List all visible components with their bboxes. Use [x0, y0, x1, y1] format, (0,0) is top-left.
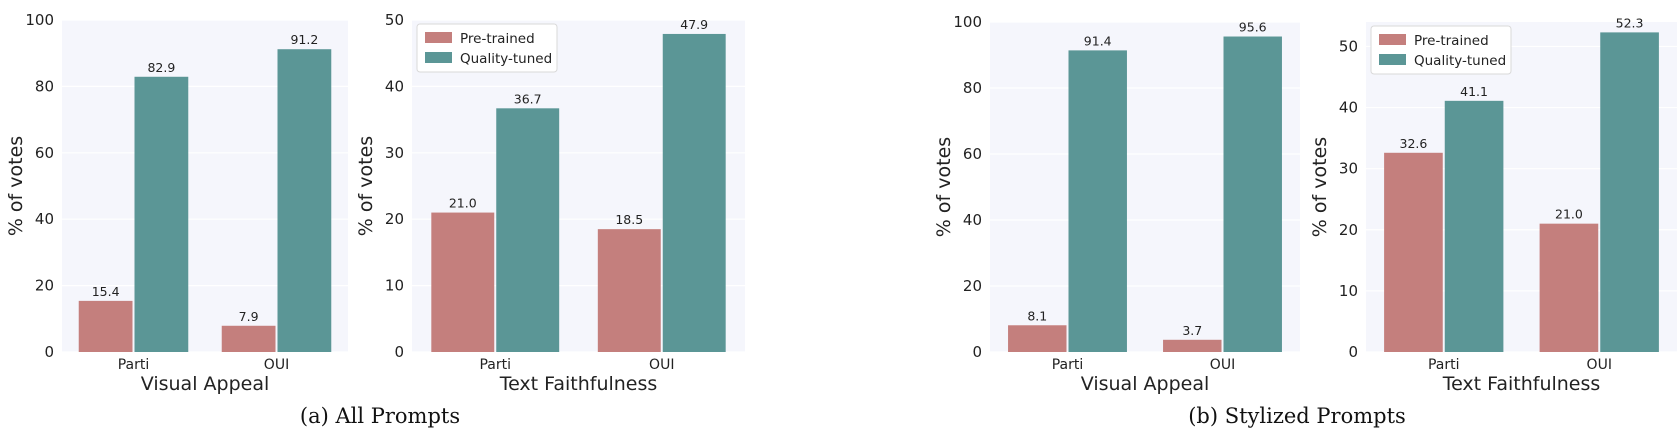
y-tick-label: 20 [963, 277, 982, 295]
bar-value-label: 8.1 [1027, 308, 1047, 323]
legend-swatch [1379, 34, 1406, 45]
y-tick-label: 100 [953, 13, 982, 31]
legend-label: Quality-tuned [1414, 53, 1506, 69]
x-tick-label: Parti [1428, 357, 1460, 373]
x-tick-label: Parti [118, 357, 150, 373]
y-tick-label: 40 [1339, 99, 1358, 117]
x-tick-label: OUI [1210, 357, 1235, 373]
bar-quality-tuned-oui [1600, 32, 1659, 353]
y-tick-label: 40 [963, 211, 982, 229]
bar-value-label: 32.6 [1400, 136, 1428, 151]
y-tick-label: 20 [1339, 221, 1358, 239]
bar-pre-trained-parti [1384, 152, 1443, 352]
bar-quality-tuned-oui [662, 33, 726, 352]
bar-pre-trained-oui [1539, 223, 1599, 352]
y-tick-label: 80 [35, 77, 54, 95]
y-tick-label: 30 [1339, 160, 1358, 178]
x-tick-label: Parti [1052, 357, 1084, 373]
bar-value-label: 36.7 [514, 91, 542, 106]
chart-panel-3: 0 20 40 60 80 100 8.1 91.4 Parti 3.7 95.6 OUIVisual… [933, 13, 1300, 395]
y-tick-label: 50 [1339, 37, 1358, 55]
bar-pre-trained-parti [78, 300, 133, 352]
bar-pre-trained-parti [1008, 325, 1067, 352]
y-axis-title: % of votes [355, 136, 377, 236]
bar-value-label: 21.0 [1555, 207, 1583, 222]
x-axis-title: Text Faithfulness [1442, 373, 1601, 395]
bar-quality-tuned-parti [496, 108, 560, 352]
x-tick-label: Parti [479, 357, 511, 373]
bar-pre-trained-oui [1163, 339, 1222, 352]
bar-value-label: 91.2 [290, 32, 318, 47]
bar-value-label: 41.1 [1460, 84, 1488, 99]
bar-value-label: 21.0 [449, 196, 477, 211]
chart-panel-4: 0 10 20 30 40 50 32.6 41.1 Parti 21.0 52.3 OUIText … [1309, 15, 1677, 395]
bar-quality-tuned-parti [1068, 50, 1127, 352]
x-axis-title: Visual Appeal [1081, 373, 1210, 395]
legend-swatch [425, 52, 452, 63]
bar-value-label: 91.4 [1084, 33, 1112, 48]
y-tick-label: 10 [385, 277, 404, 295]
y-tick-label: 0 [1348, 343, 1358, 361]
bar-quality-tuned-oui [1223, 36, 1282, 353]
y-tick-label: 20 [385, 210, 404, 228]
bar-pre-trained-parti [431, 212, 495, 352]
bar-pre-trained-oui [221, 325, 276, 352]
legend-label: Pre-trained [1414, 33, 1489, 49]
y-tick-label: 60 [35, 144, 54, 162]
bar-value-label: 47.9 [680, 17, 708, 32]
bar-value-label: 95.6 [1239, 20, 1267, 35]
charts-layer: 02040608010015.482.9Parti7.991.2OUIVisua… [5, 11, 1677, 395]
chart-panel-1: 0 20 40 60 80 100 15.4 82.9 Parti 7.9 91.2 OUIVisua… [5, 11, 348, 395]
chart-panel-2: 0 10 20 30 40 50 21.0 36.7 Parti 18.5 47.9 OUIText … [355, 11, 745, 395]
y-tick-label: 20 [35, 277, 54, 295]
y-tick-label: 80 [963, 79, 982, 97]
y-tick-label: 40 [385, 77, 404, 95]
y-tick-label: 100 [25, 11, 54, 29]
caption-stylized-prompts: (b) Stylized Prompts [1188, 404, 1406, 428]
y-tick-label: 40 [35, 210, 54, 228]
y-axis-title: % of votes [1309, 137, 1331, 237]
caption-all-prompts: (a) All Prompts [300, 404, 460, 428]
y-tick-label: 30 [385, 144, 404, 162]
y-tick-label: 0 [972, 343, 982, 361]
bar-value-label: 15.4 [92, 284, 120, 299]
legend-swatch [1379, 54, 1406, 65]
x-axis-title: Visual Appeal [141, 373, 270, 395]
x-tick-label: OUI [649, 357, 674, 373]
bar-quality-tuned-parti [1444, 100, 1504, 352]
bar-value-label: 18.5 [615, 212, 643, 227]
y-axis-title: % of votes [5, 136, 27, 236]
y-tick-label: 60 [963, 145, 982, 163]
x-axis-title: Text Faithfulness [499, 373, 658, 395]
x-tick-label: OUI [264, 357, 289, 373]
legend-label: Pre-trained [460, 31, 535, 47]
legend-label: Quality-tuned [460, 51, 552, 67]
x-tick-label: OUI [1587, 357, 1612, 373]
y-axis-title: % of votes [933, 137, 955, 237]
bar-value-label: 7.9 [239, 309, 259, 324]
bar-pre-trained-oui [597, 229, 661, 352]
bar-quality-tuned-oui [277, 49, 332, 352]
y-tick-label: 0 [44, 343, 54, 361]
y-tick-label: 10 [1339, 282, 1358, 300]
bar-value-label: 82.9 [147, 60, 175, 75]
y-tick-label: 50 [385, 11, 404, 29]
bar-value-label: 52.3 [1616, 15, 1644, 30]
y-tick-label: 0 [394, 343, 404, 361]
legend-swatch [425, 32, 452, 43]
bar-value-label: 3.7 [1182, 323, 1202, 338]
bar-quality-tuned-parti [134, 76, 189, 352]
